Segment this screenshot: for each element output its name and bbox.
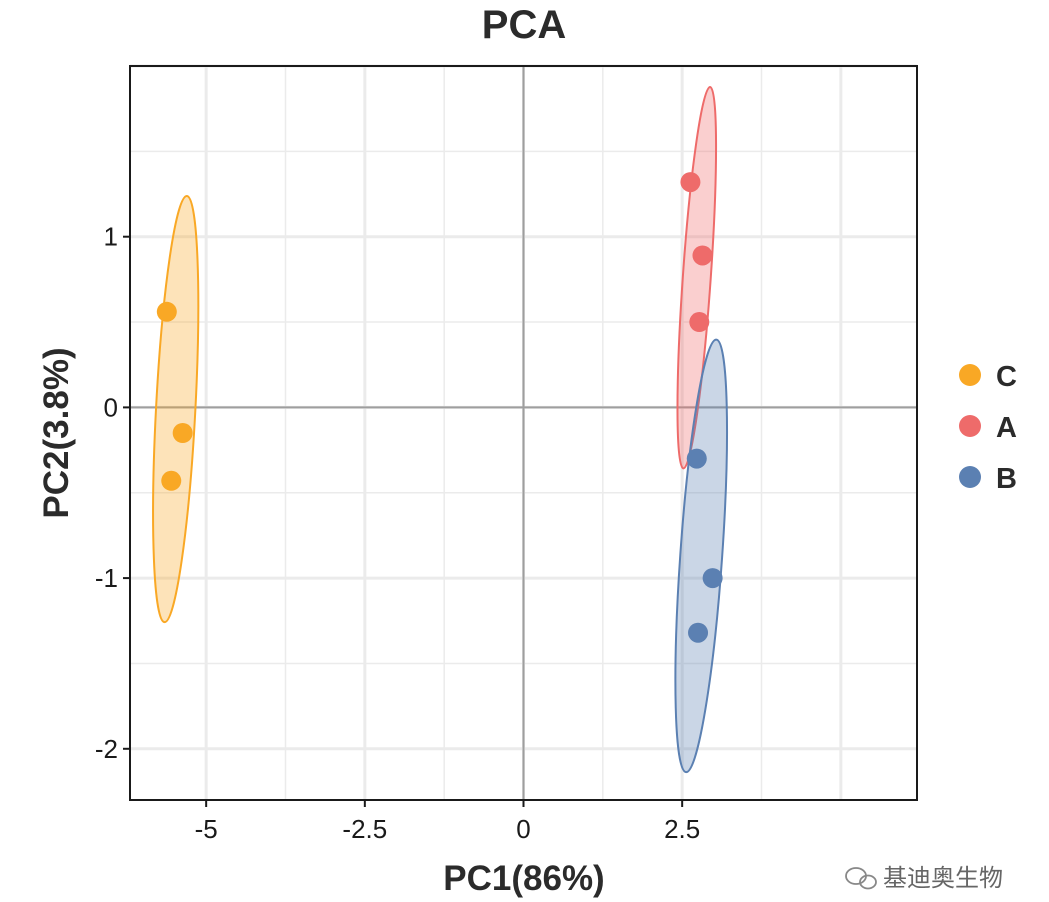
x-tick-label: 2.5 (664, 814, 700, 844)
point-A (689, 312, 710, 333)
y-tick-label: 1 (104, 222, 118, 252)
point-B (686, 448, 707, 469)
chart-title: PCA (482, 3, 566, 47)
y-tick-label: -2 (95, 734, 118, 764)
confidence-ellipses (152, 85, 729, 774)
watermark-text: 基迪奥生物 (883, 864, 1003, 892)
point-B (688, 622, 709, 643)
y-axis-title: PC2(3.8%) (37, 347, 76, 518)
legend-label-A: A (996, 412, 1017, 444)
x-tick-label: 0 (516, 814, 530, 844)
x-tick-label: -2.5 (342, 814, 387, 844)
y-tick-label: 0 (104, 392, 118, 422)
point-B (702, 568, 723, 589)
x-axis-title: PC1(86%) (443, 859, 604, 898)
point-C (161, 470, 182, 491)
wechat-icon (845, 867, 877, 890)
point-C (172, 423, 193, 443)
legend: CAB (959, 361, 1017, 495)
legend-label-B: B (996, 463, 1017, 495)
legend-marker-C (959, 364, 981, 386)
ellipse-B (674, 338, 729, 774)
ellipse-A (676, 85, 718, 470)
watermark: 基迪奥生物 (845, 864, 1003, 892)
axis-ticks: -5 -2.5 0 2.5 -2 -1 0 1 (95, 222, 700, 844)
point-A (680, 172, 701, 193)
ellipse-C (152, 195, 200, 624)
x-tick-label: -5 (195, 814, 218, 844)
legend-marker-A (959, 415, 981, 437)
legend-label-C: C (996, 361, 1017, 393)
point-A (692, 245, 713, 266)
y-tick-label: -1 (95, 563, 118, 593)
grid (130, 64, 917, 800)
legend-marker-B (959, 466, 981, 488)
data-points (156, 172, 723, 643)
point-C (156, 301, 177, 322)
